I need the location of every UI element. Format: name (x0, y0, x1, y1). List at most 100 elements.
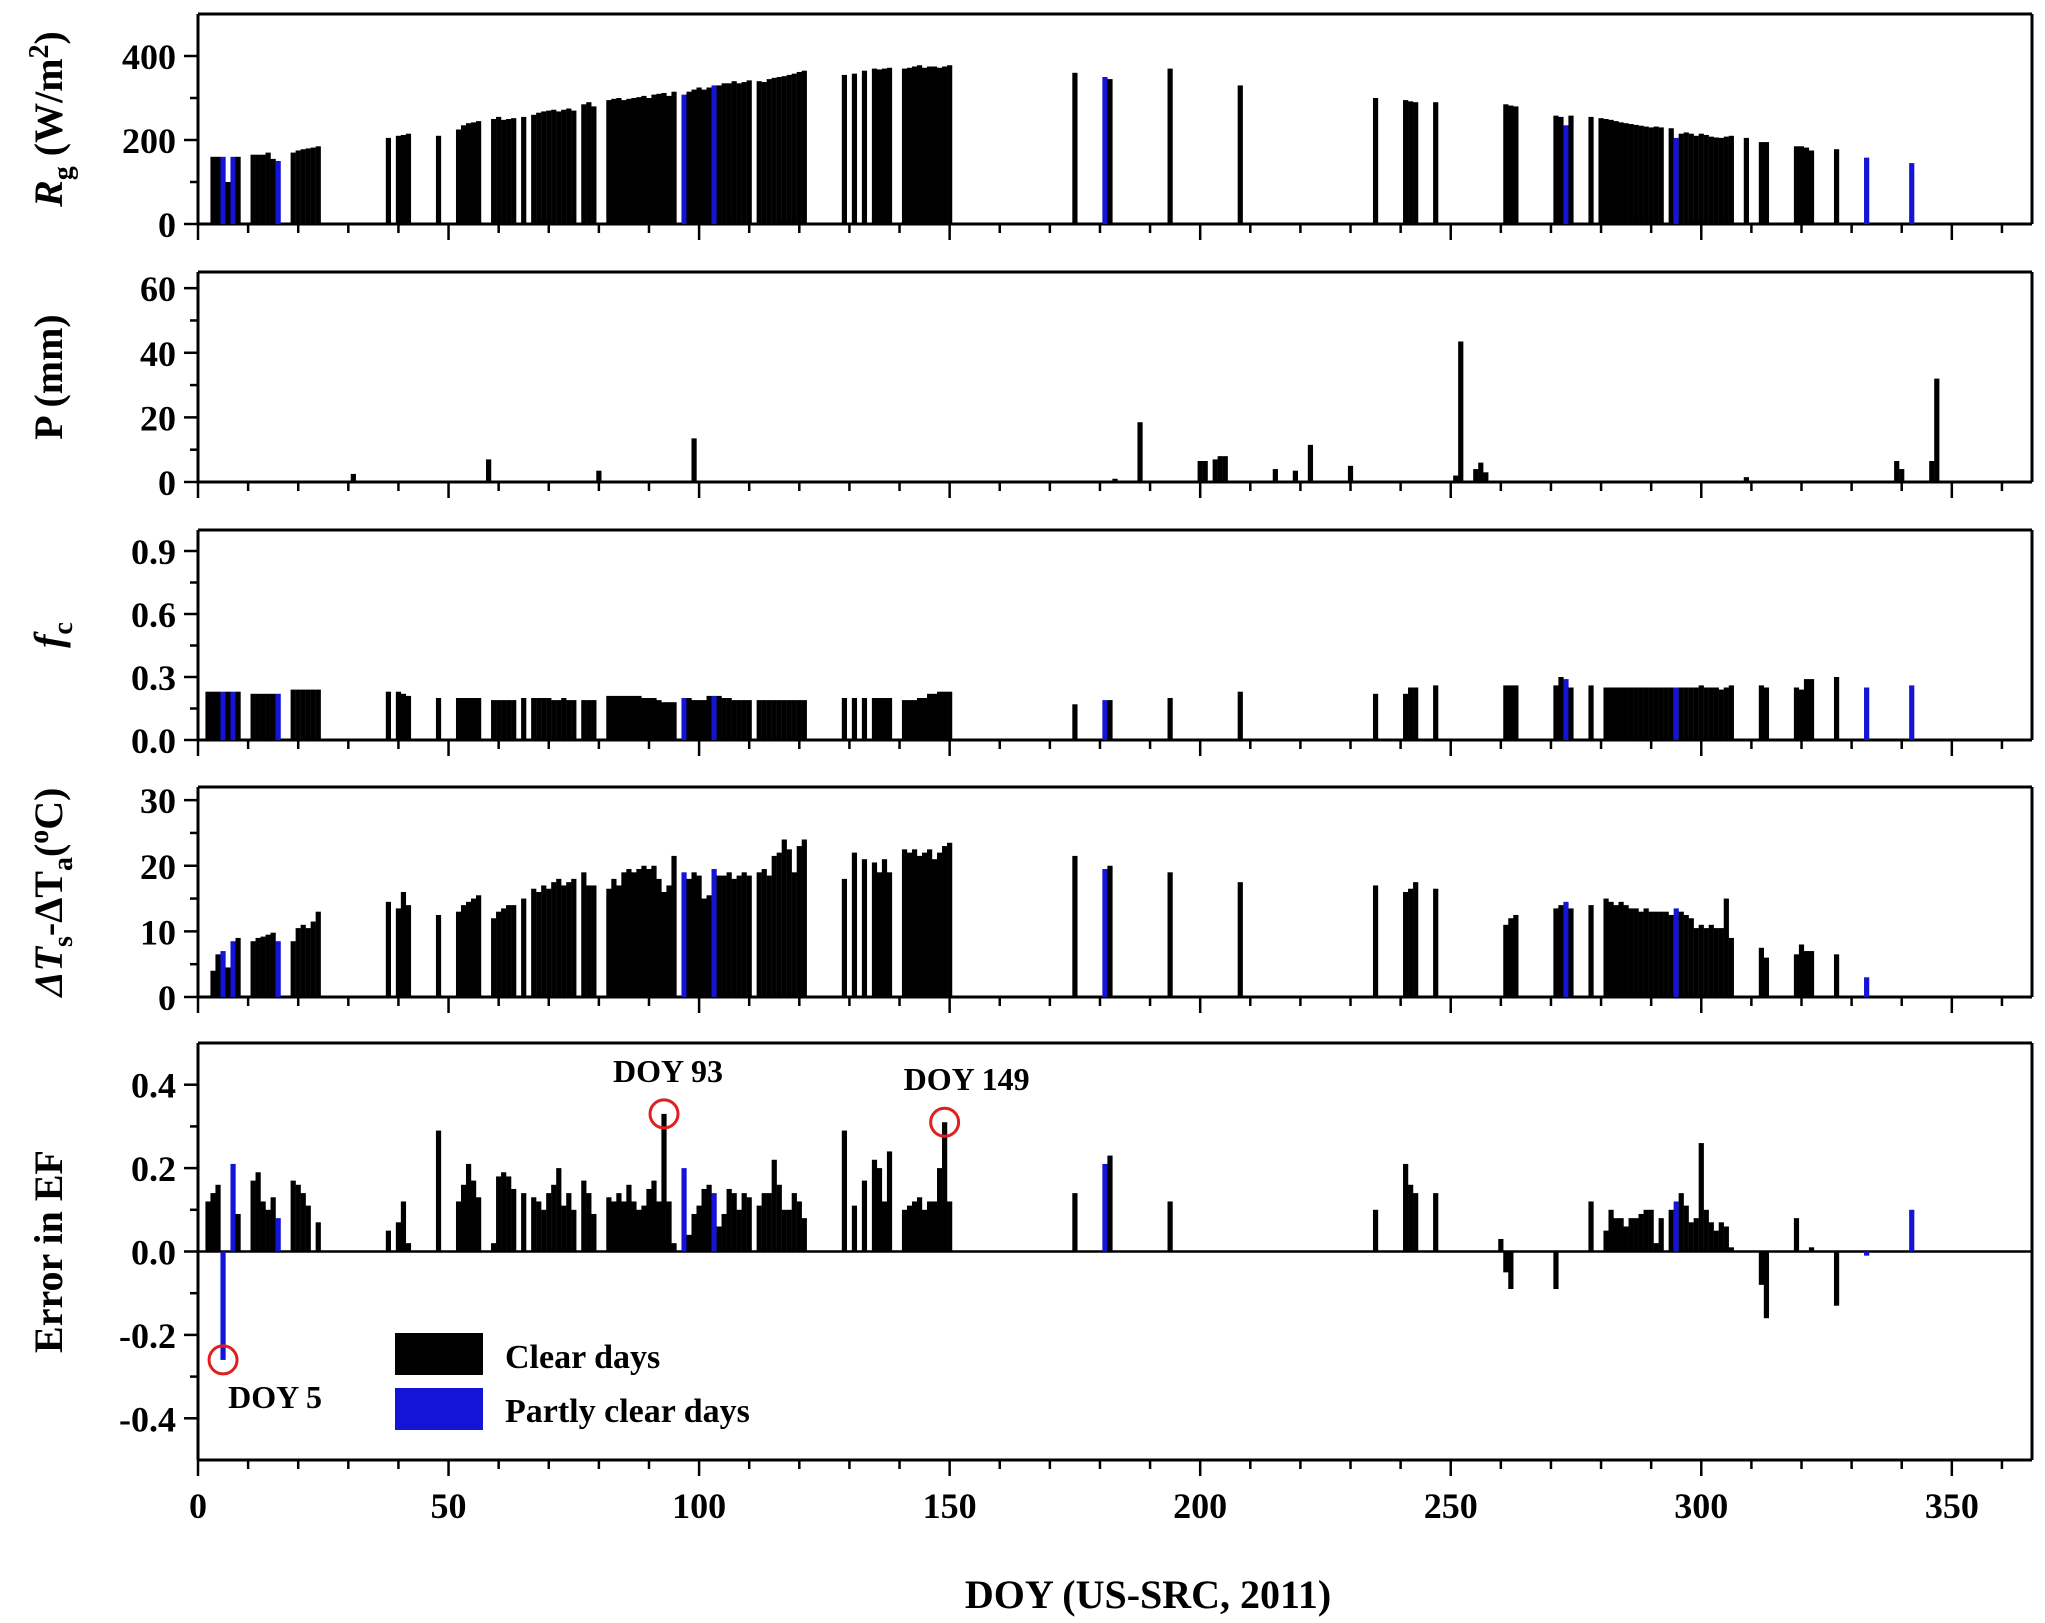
bar (706, 695, 712, 740)
bar (465, 901, 472, 997)
x-tick-label: 150 (923, 1486, 977, 1526)
bar (626, 695, 632, 740)
bar (541, 1209, 547, 1252)
panel-dt: 0 10 20 30 ΔTs-ΔTa(oC) (24, 781, 2034, 1018)
bar (921, 852, 928, 997)
bar (686, 91, 692, 224)
bar (1107, 79, 1113, 224)
bar (581, 1180, 587, 1252)
y-tick-label: 0.2 (131, 1149, 176, 1189)
bar (801, 839, 807, 997)
bar (561, 698, 567, 740)
bar (661, 702, 667, 740)
bar (315, 146, 321, 224)
bar (701, 898, 707, 997)
bar (1673, 1201, 1679, 1252)
bar (716, 695, 722, 740)
bar (681, 872, 687, 997)
bar (756, 700, 762, 740)
bar (1633, 1218, 1639, 1252)
bar (581, 700, 587, 740)
bar (225, 182, 231, 224)
bar (310, 921, 316, 997)
bar (916, 698, 923, 740)
bar (947, 842, 953, 997)
bar (531, 1197, 537, 1252)
bar (1673, 137, 1679, 224)
bar (1603, 119, 1609, 224)
y-tick-label: 0.0 (131, 1233, 176, 1273)
bar (405, 1243, 412, 1252)
bar (861, 70, 868, 224)
bar (1237, 691, 1243, 740)
bar (691, 438, 697, 482)
bar (1693, 687, 1699, 740)
bar (947, 1201, 953, 1252)
bar (861, 859, 868, 997)
bar (1728, 1247, 1734, 1252)
y-tick-label: -0.4 (119, 1399, 176, 1439)
bar (1628, 687, 1634, 740)
bar (911, 66, 918, 224)
bar (666, 95, 672, 225)
bar (906, 1205, 913, 1252)
bar (1608, 687, 1614, 740)
bar (937, 852, 943, 997)
bar (1864, 1251, 1870, 1256)
y-tick-label: 200 (122, 121, 176, 161)
bar (1648, 1209, 1654, 1252)
bar (305, 148, 311, 224)
bar (255, 693, 261, 740)
bar (305, 689, 311, 740)
bar (455, 129, 462, 224)
bar (591, 885, 597, 997)
y-tick-label: 0.9 (131, 532, 176, 572)
bar (1658, 911, 1664, 997)
bar (1798, 689, 1805, 740)
bar (641, 698, 647, 740)
bar (506, 119, 512, 224)
bar (1372, 885, 1379, 997)
bar (295, 150, 301, 224)
bar (521, 1193, 527, 1252)
bar (921, 698, 928, 740)
bar (1668, 687, 1674, 740)
bar (696, 875, 702, 997)
bar (305, 1205, 311, 1252)
bar (661, 892, 667, 997)
bar (1307, 444, 1314, 482)
bar (746, 700, 752, 740)
bar (651, 698, 657, 740)
annotation-label: DOY 93 (613, 1053, 723, 1089)
bar (571, 1209, 577, 1252)
bar (1568, 908, 1574, 997)
bar (1763, 142, 1770, 224)
bar (686, 1234, 692, 1252)
bar (1909, 1209, 1915, 1252)
bar (591, 700, 597, 740)
bar (911, 1201, 918, 1252)
bar (496, 700, 502, 740)
bar (656, 93, 662, 224)
bar (901, 68, 908, 224)
bars-rg (210, 65, 1915, 225)
bar (275, 161, 281, 224)
bar (1703, 928, 1709, 997)
bar (1478, 462, 1484, 482)
bar (1623, 687, 1629, 740)
y-tick-label: 0 (158, 463, 176, 503)
bar (1688, 918, 1694, 997)
bar (235, 156, 241, 224)
bar (230, 1163, 236, 1252)
bar (1798, 146, 1805, 224)
bar (1833, 1251, 1840, 1306)
bar (1403, 693, 1409, 740)
bar (1588, 905, 1594, 997)
bar (791, 1193, 797, 1252)
bar (235, 691, 241, 740)
bar (1628, 1218, 1634, 1252)
bar (942, 691, 948, 740)
bar (1698, 685, 1704, 740)
bar (761, 700, 767, 740)
bar (1683, 1205, 1689, 1252)
